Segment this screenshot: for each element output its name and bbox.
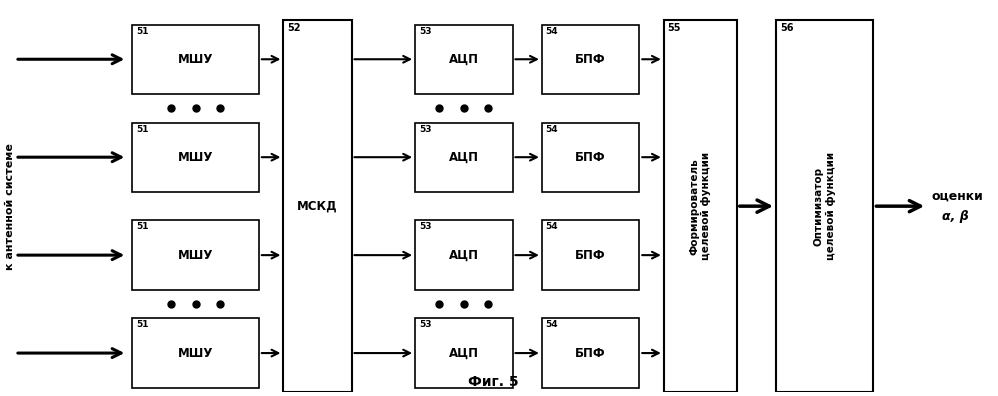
Text: 54: 54 <box>546 27 558 36</box>
Text: 51: 51 <box>136 320 149 329</box>
Bar <box>415 318 513 388</box>
Text: к антенной системе: к антенной системе <box>5 143 15 270</box>
Bar <box>542 122 640 192</box>
Bar <box>283 21 351 392</box>
Bar <box>775 21 873 392</box>
Bar <box>542 221 640 290</box>
Bar <box>132 25 258 94</box>
Text: Оптимизатор
целевой функции: Оптимизатор целевой функции <box>813 152 835 260</box>
Text: АЦП: АЦП <box>449 151 479 164</box>
Text: БПФ: БПФ <box>575 53 606 66</box>
Text: БПФ: БПФ <box>575 249 606 262</box>
Text: 53: 53 <box>419 125 431 133</box>
Text: АЦП: АЦП <box>449 53 479 66</box>
Bar <box>415 122 513 192</box>
Text: 55: 55 <box>668 23 681 32</box>
Text: МШУ: МШУ <box>178 249 214 262</box>
Text: 54: 54 <box>546 320 558 329</box>
Text: 51: 51 <box>136 223 149 232</box>
Text: МШУ: МШУ <box>178 151 214 164</box>
Text: МСКД: МСКД <box>297 200 337 213</box>
Text: 52: 52 <box>287 23 300 32</box>
Text: 51: 51 <box>136 27 149 36</box>
Text: 56: 56 <box>779 23 793 32</box>
Bar <box>132 122 258 192</box>
Text: 54: 54 <box>546 125 558 133</box>
Text: оценки: оценки <box>932 189 984 202</box>
Bar <box>664 21 737 392</box>
Text: БПФ: БПФ <box>575 346 606 360</box>
Text: БПФ: БПФ <box>575 151 606 164</box>
Text: Фиг. 5: Фиг. 5 <box>468 375 518 388</box>
Text: 53: 53 <box>419 320 431 329</box>
Text: 53: 53 <box>419 223 431 232</box>
Text: 54: 54 <box>546 223 558 232</box>
Text: 51: 51 <box>136 125 149 133</box>
Text: α, β: α, β <box>942 210 968 223</box>
Text: 53: 53 <box>419 27 431 36</box>
Bar <box>415 221 513 290</box>
Text: МШУ: МШУ <box>178 346 214 360</box>
Bar <box>542 318 640 388</box>
Bar <box>542 25 640 94</box>
Text: МШУ: МШУ <box>178 53 214 66</box>
Bar <box>132 318 258 388</box>
Bar <box>132 221 258 290</box>
Text: АЦП: АЦП <box>449 346 479 360</box>
Text: АЦП: АЦП <box>449 249 479 262</box>
Text: Формирователь
целевой функции: Формирователь целевой функции <box>690 152 712 260</box>
Bar <box>415 25 513 94</box>
